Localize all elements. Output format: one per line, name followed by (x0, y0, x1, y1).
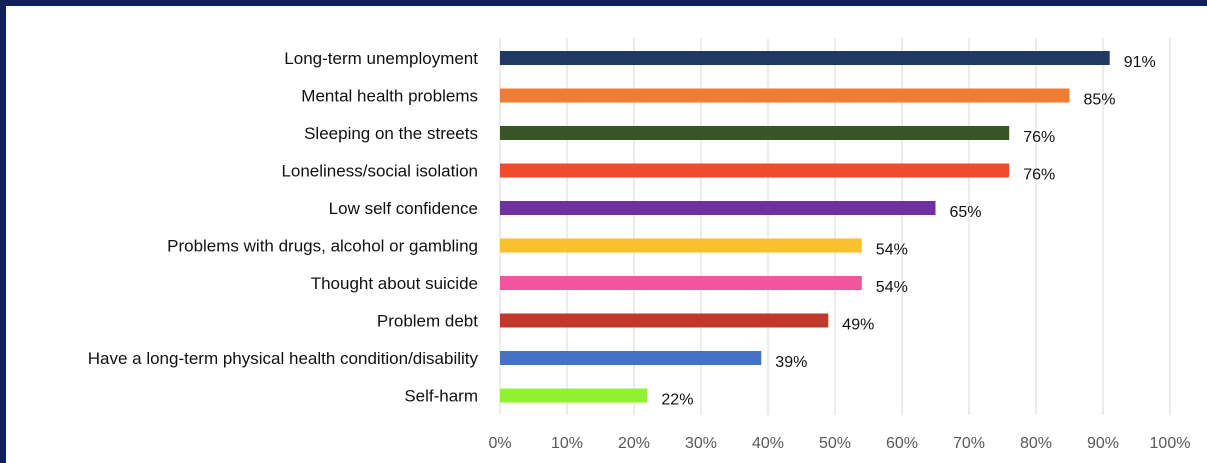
bar (500, 313, 829, 328)
bar (500, 238, 862, 253)
bar (500, 163, 1010, 178)
x-tick-label: 100% (1150, 435, 1191, 452)
value-label: 65% (950, 204, 982, 221)
value-label: 85% (1084, 92, 1116, 109)
x-tick-label: 70% (953, 435, 985, 452)
category-label: Low self confidence (329, 199, 478, 218)
bar (500, 351, 762, 365)
bars (500, 51, 1110, 403)
x-tick-label: 40% (752, 435, 784, 452)
value-label: 39% (775, 354, 807, 371)
x-tick-label: 50% (819, 435, 851, 452)
x-tick-label: 90% (1087, 435, 1119, 452)
category-label: Loneliness/social isolation (281, 162, 478, 181)
bar-chart: Long-term unemployment Mental health prob… (88, 38, 1190, 452)
value-label: 54% (876, 242, 908, 259)
bar (500, 276, 862, 290)
x-tick-label: 60% (886, 435, 918, 452)
value-label: 54% (876, 279, 908, 296)
category-label: Thought about suicide (311, 274, 478, 293)
bar (500, 88, 1070, 103)
x-tick-label: 20% (618, 435, 650, 452)
value-label: 91% (1124, 54, 1156, 71)
x-tick-label: 10% (551, 435, 583, 452)
bar (500, 201, 936, 215)
category-label: Long-term unemployment (284, 49, 478, 68)
value-label: 76% (1023, 167, 1055, 184)
category-label: Mental health problems (301, 87, 478, 106)
value-label: 76% (1023, 129, 1055, 146)
x-tick-label: 30% (685, 435, 717, 452)
bar (500, 51, 1110, 65)
x-axis-ticks: 0% 10% 20% 30% 40% 50% 60% 70% 80% 90% 100% (488, 435, 1190, 452)
category-label: Problem debt (377, 312, 478, 331)
category-labels: Long-term unemployment Mental health prob… (88, 49, 479, 406)
bar (500, 126, 1010, 140)
category-label: Problems with drugs, alcohol or gambling (167, 237, 478, 256)
category-label: Sleeping on the streets (304, 124, 478, 143)
bar (500, 388, 648, 403)
x-tick-label: 0% (488, 435, 511, 452)
value-labels: 91% 85% 76% 76% 65% 54% 54% 49% 39% 22% (661, 54, 1155, 409)
x-tick-label: 80% (1020, 435, 1052, 452)
value-label: 49% (842, 317, 874, 334)
value-label: 22% (661, 392, 693, 409)
category-label: Have a long-term physical health conditi… (88, 349, 479, 368)
category-label: Self-harm (404, 387, 478, 406)
